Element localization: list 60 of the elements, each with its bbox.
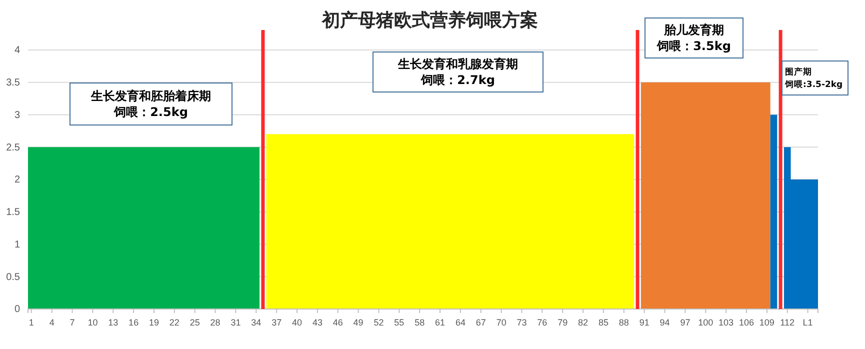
x-tick-label: 10	[88, 317, 98, 328]
y-tick-label: 2	[14, 174, 20, 186]
x-tick-label: 58	[414, 317, 425, 328]
x-tick-label: 43	[312, 317, 322, 328]
x-tick-label: 34	[251, 317, 262, 328]
x-tick-label: 85	[598, 317, 608, 328]
x-tick-label: 40	[292, 317, 302, 328]
x-tick-label: 55	[394, 317, 404, 328]
x-tick-label: 76	[537, 317, 548, 328]
y-tick-label: 3.5	[6, 78, 20, 89]
y-tick-label: 3	[14, 110, 20, 121]
x-tick-label: 94	[660, 317, 670, 328]
annotation: 饲喂：3.5kg	[656, 39, 731, 54]
x-tick-label: 64	[455, 317, 466, 328]
annotation: 围产期	[785, 66, 812, 78]
x-tick-label: 73	[516, 317, 527, 328]
x-tick-label: 82	[578, 317, 588, 328]
y-tick-label: 2.5	[6, 142, 20, 154]
x-tick-label: 7	[70, 317, 75, 328]
x-tick-label: 109	[759, 317, 774, 328]
annotation: 饲喂：2.5kg	[113, 105, 188, 120]
annotation: 生长发育和胚胎着床期	[90, 89, 211, 104]
y-tick-label: 1.5	[6, 207, 20, 218]
x-tick-label: 1	[28, 317, 34, 328]
x-tick-label: 70	[496, 317, 506, 328]
x-tick-label: 49	[353, 317, 364, 328]
x-tick-label: 22	[169, 317, 180, 328]
annotation: 饲喂：2.7kg	[420, 73, 495, 88]
callout-box: 生长发育和乳腺发育期 饲喂：2.7kg	[372, 52, 544, 92]
x-tick-label: 16	[128, 317, 139, 328]
x-tick-label: 88	[618, 317, 629, 328]
x-tick-label: L1	[802, 317, 813, 328]
callout-box: 生长发育和胚胎着床期 饲喂：2.5kg	[70, 82, 232, 126]
x-tick-label: 13	[108, 317, 118, 328]
x-tick-label: 79	[558, 317, 568, 328]
annotation: 生长发育和乳腺发育期	[397, 57, 518, 72]
callout-box: 围产期 饲喂:3.5-2kg	[782, 60, 848, 96]
x-tick-label: 112	[780, 317, 795, 328]
x-tick-label: 4	[49, 317, 54, 328]
x-tick-label: 103	[718, 317, 734, 328]
x-tick-label: 28	[210, 317, 220, 328]
y-tick-label: 1	[14, 239, 20, 250]
x-tick-label: 91	[639, 317, 650, 328]
x-tick-label: 46	[332, 317, 343, 328]
x-tick-label: 25	[190, 317, 200, 328]
x-tick-label: 19	[148, 317, 159, 328]
x-tick-label: 97	[680, 317, 690, 328]
chart-title: 初产母猪欧式营养饲喂方案	[321, 10, 538, 31]
x-tick-label: 52	[374, 317, 384, 328]
x-tick-label: 106	[738, 317, 754, 328]
y-tick-label: 0	[14, 304, 20, 316]
x-tick-label: 67	[476, 317, 486, 328]
x-tick-label: 61	[435, 317, 446, 328]
x-tick-label: 31	[230, 317, 241, 328]
y-tick-label: 4	[14, 45, 20, 56]
x-tick-label: 100	[698, 317, 714, 328]
callout-box: 胎儿发育期 饲喂：3.5kg	[644, 18, 744, 58]
annotation: 饲喂:3.5-2kg	[784, 79, 843, 90]
x-tick-label: 37	[272, 317, 282, 328]
y-tick-label: 0.5	[6, 272, 20, 283]
